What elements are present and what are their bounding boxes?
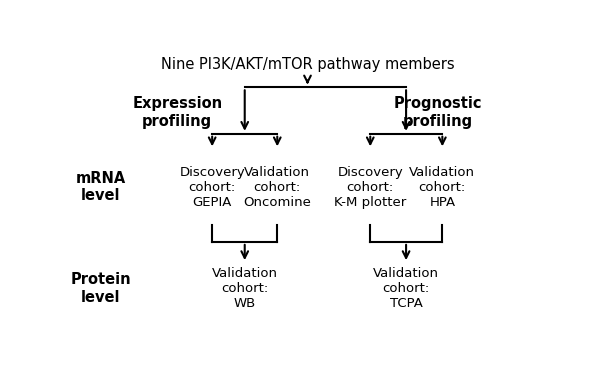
Text: Protein
level: Protein level [70, 272, 131, 304]
Text: Expression
profiling: Expression profiling [132, 96, 223, 129]
Text: mRNA
level: mRNA level [76, 171, 126, 203]
Text: Discovery
cohort:
K-M plotter: Discovery cohort: K-M plotter [334, 166, 406, 209]
Text: Validation
cohort:
Oncomine: Validation cohort: Oncomine [244, 166, 311, 209]
Text: Nine PI3K/AKT/mTOR pathway members: Nine PI3K/AKT/mTOR pathway members [161, 57, 454, 72]
Text: Validation
cohort:
TCPA: Validation cohort: TCPA [373, 267, 439, 310]
Text: Validation
cohort:
WB: Validation cohort: WB [212, 267, 278, 310]
Text: Discovery
cohort:
GEPIA: Discovery cohort: GEPIA [179, 166, 245, 209]
Text: Validation
cohort:
HPA: Validation cohort: HPA [409, 166, 475, 209]
Text: Prognostic
profiling: Prognostic profiling [394, 96, 482, 129]
